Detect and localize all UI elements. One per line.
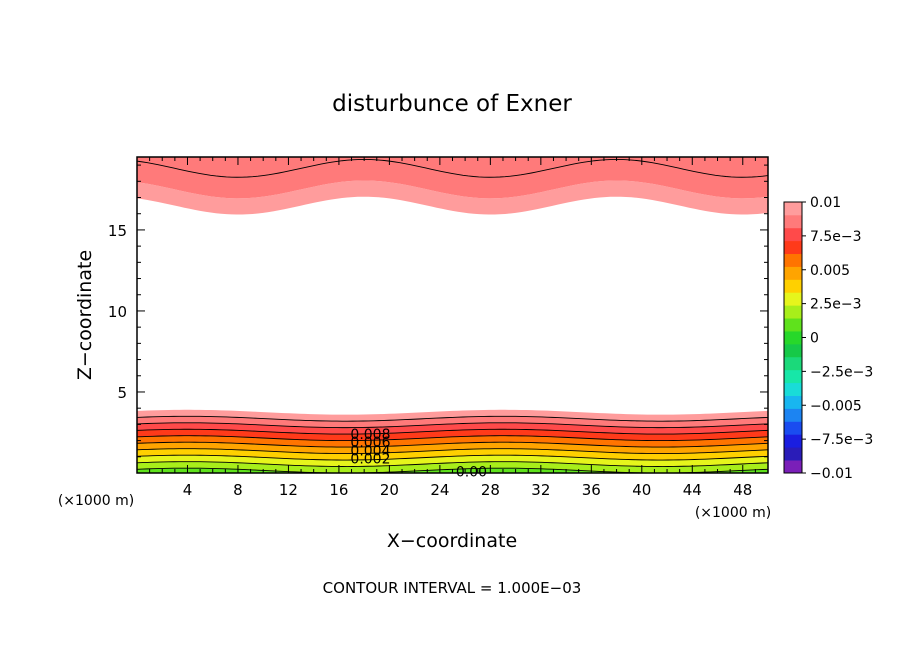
x-tick-label: 44 [683, 481, 702, 499]
contour-label: 0.00 [456, 464, 487, 480]
bottom-band [137, 409, 768, 422]
colorbar-tick-label: −2.5e−3 [810, 364, 873, 380]
y-axis-label: Z−coordinate [74, 250, 96, 380]
contour-line [136, 448, 769, 454]
contour-label: 0.002 [350, 451, 390, 467]
bottom-band [137, 416, 768, 428]
colorbar-swatch [784, 434, 802, 448]
x-tick-label: 32 [531, 481, 550, 499]
contour-label: 0.006 [350, 435, 390, 451]
colorbar-tick-label: 0.01 [810, 195, 841, 211]
colorbar-swatch [784, 266, 802, 280]
x-tick-label: 20 [380, 481, 399, 499]
bottom-band [137, 455, 768, 467]
bottom-band [137, 429, 768, 441]
colorbar-swatch [784, 292, 802, 306]
colorbar-swatch [784, 369, 802, 384]
contour-line [136, 158, 769, 178]
colorbar-swatch [784, 305, 802, 319]
colorbar-swatch [784, 318, 802, 332]
contour-label: 0.004 [350, 443, 390, 459]
colorbar-swatch [784, 447, 802, 461]
contour-interval-note: CONTOUR INTERVAL = 1.000E−03 [323, 579, 582, 597]
colorbar-swatch [784, 421, 802, 435]
contour-line [136, 454, 769, 461]
colorbar-swatch [784, 356, 802, 371]
x-tick-label: 40 [632, 481, 651, 499]
contour-line [136, 428, 769, 435]
x-unit-right: (×1000 m) [695, 505, 771, 521]
x-tick-label: 16 [329, 481, 348, 499]
x-axis-label: X−coordinate [387, 530, 517, 552]
contour-line [136, 461, 769, 467]
x-tick-label: 24 [430, 481, 449, 499]
contour-line [136, 422, 769, 429]
y-tick-label: 10 [108, 303, 127, 321]
colorbar-swatch [784, 343, 802, 358]
x-tick-label: 28 [481, 481, 500, 499]
colorbar-swatch [784, 214, 802, 229]
colorbar-tick-label: 0.005 [810, 263, 850, 279]
contour-line [136, 435, 769, 442]
plot-fills [137, 157, 768, 473]
bottom-band [137, 461, 768, 473]
top-band [137, 180, 768, 215]
top-band [137, 157, 768, 199]
x-axis: 4 8 12 16 20 24 28 32 36 40 44 48 [149, 157, 756, 499]
colorbar-swatch [784, 253, 802, 267]
colorbar-tick-label: −0.01 [810, 466, 853, 482]
colorbar-swatch [784, 202, 802, 216]
colorbar-tick-label: 0 [810, 331, 819, 347]
bottom-band [137, 422, 768, 435]
colorbar-tick-label: −7.5e−3 [810, 432, 873, 448]
bottom-band [137, 442, 768, 454]
colorbar-tick-label: −0.005 [810, 398, 862, 414]
contour-line [136, 441, 769, 448]
colorbar-swatch [784, 408, 802, 422]
y-tick-label: 15 [108, 222, 127, 240]
x-tick-label: 48 [733, 481, 752, 499]
x-tick-label: 8 [233, 481, 243, 499]
contour-label: 0.008 [350, 427, 390, 443]
colorbar-swatch [784, 279, 802, 293]
colorbar-swatch [784, 460, 802, 474]
colorbar-tick-label: 7.5e−3 [810, 229, 862, 245]
chart-title: disturbunce of Exner [332, 91, 572, 117]
x-tick-label: 12 [279, 481, 298, 499]
colorbar-tick-label: 2.5e−3 [810, 297, 862, 313]
y-axis: 5 10 15 [108, 164, 768, 458]
y-tick-label: 5 [117, 384, 127, 402]
x-unit-left: (×1000 m) [58, 493, 134, 509]
x-tick-label: 4 [183, 481, 193, 499]
colorbar-swatch [784, 227, 802, 242]
colorbar-swatch [784, 382, 802, 396]
colorbar: 0.01 7.5e−3 0.005 2.5e−3 0 −2.5e−3 −0.005 −7.5e… [783, 195, 873, 482]
colorbar-swatch [784, 395, 802, 409]
contour-line [136, 415, 769, 422]
bottom-band [137, 435, 768, 448]
bottom-band [137, 448, 768, 461]
x-tick-label: 36 [582, 481, 601, 499]
colorbar-swatch [784, 240, 802, 255]
colorbar-swatch [784, 331, 802, 345]
